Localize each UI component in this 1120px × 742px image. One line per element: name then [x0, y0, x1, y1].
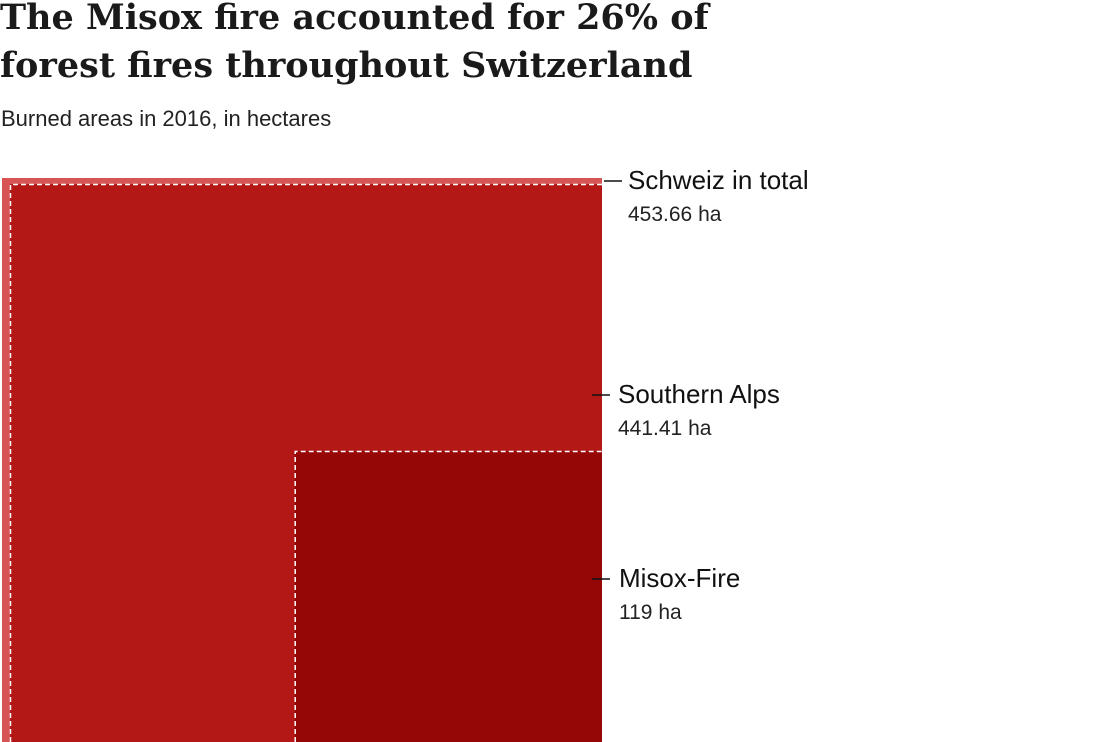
labels-layer: Schweiz in total 453.66 ha Southern Alps 44…: [592, 165, 809, 624]
label-misox-value: 119 ha: [619, 601, 682, 624]
square-outline-misox: [294, 450, 602, 742]
label-southern-alps-value: 441.41 ha: [618, 417, 712, 440]
squares-layer: [2, 178, 602, 742]
label-misox-name: Misox-Fire: [619, 563, 740, 593]
label-southern-alps-name: Southern Alps: [618, 379, 780, 409]
chart-title: The Misox fire accounted for 26% of fore…: [0, 0, 709, 86]
square-misox: [294, 451, 602, 742]
square-outline-southern-alps: [9, 183, 602, 742]
chart-subtitle: Burned areas in 2016, in hectares: [1, 106, 332, 131]
label-total-name: Schweiz in total: [628, 165, 809, 195]
label-total-value: 453.66 ha: [628, 203, 722, 226]
